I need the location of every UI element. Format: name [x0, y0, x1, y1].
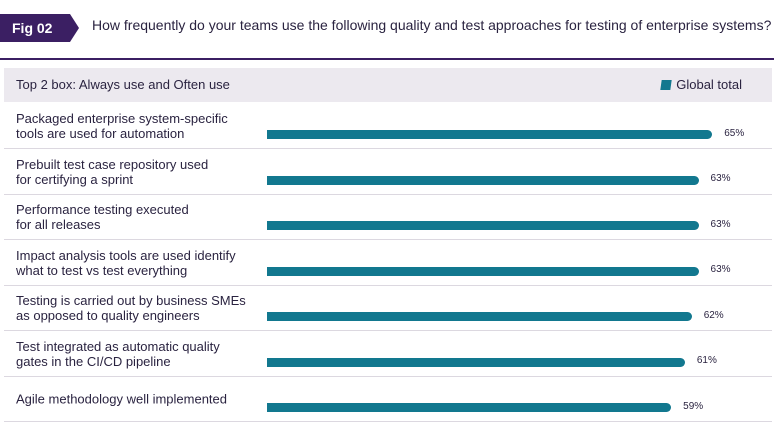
chart-row: Test integrated as automatic quality gate…: [4, 332, 772, 377]
category-label: Agile methodology well implemented: [16, 391, 228, 407]
bar: [267, 312, 692, 322]
data-label: 62%: [703, 309, 724, 321]
legend: Global total: [660, 77, 742, 92]
chart-row: Performance testing executed for all rele…: [4, 195, 772, 240]
chart-row: Impact analysis tools are used identify w…: [4, 241, 772, 286]
figure-header: Fig 02 How frequently do your teams use …: [0, 0, 774, 60]
category-label: Test integrated as automatic quality gate…: [16, 338, 220, 369]
data-label: 63%: [710, 264, 731, 276]
bar: [267, 357, 685, 367]
category-label: Prebuilt test case repository used for ce…: [16, 156, 209, 187]
chart-subheader: Top 2 box: Always use and Often use Glob…: [4, 68, 772, 102]
survey-question: How frequently do your teams use the fol…: [92, 17, 772, 33]
chart-title: Top 2 box: Always use and Often use: [16, 77, 230, 92]
category-label: Packaged enterprise system-specific tools…: [16, 111, 228, 141]
data-label: 63%: [710, 173, 731, 185]
bar: [267, 266, 699, 276]
chart-row: Testing is carried out by business SMEs a…: [4, 286, 772, 331]
data-label: 65%: [724, 127, 745, 139]
category-label: Testing is carried out by business SMEs a…: [16, 293, 246, 323]
data-label: 63%: [710, 218, 731, 230]
data-label: 61%: [696, 355, 717, 367]
bar: [267, 130, 713, 140]
legend-label: Global total: [676, 77, 742, 92]
bar: [267, 175, 699, 185]
figure-label-arrow: [70, 14, 79, 42]
figure-label: Fig 02: [0, 14, 70, 42]
chart-row: Prebuilt test case repository used for ce…: [4, 150, 772, 195]
bar: [267, 221, 699, 231]
chart-row: Agile methodology well implemented 59%: [4, 377, 772, 422]
category-label: Impact analysis tools are used identify w…: [16, 247, 236, 278]
category-label: Performance testing executed for all rele…: [16, 202, 189, 232]
data-label: 59%: [683, 400, 704, 412]
header-divider: [0, 58, 774, 60]
bar: [267, 403, 672, 413]
legend-swatch-icon: [660, 79, 672, 90]
chart-row: Packaged enterprise system-specific tools…: [4, 104, 772, 149]
